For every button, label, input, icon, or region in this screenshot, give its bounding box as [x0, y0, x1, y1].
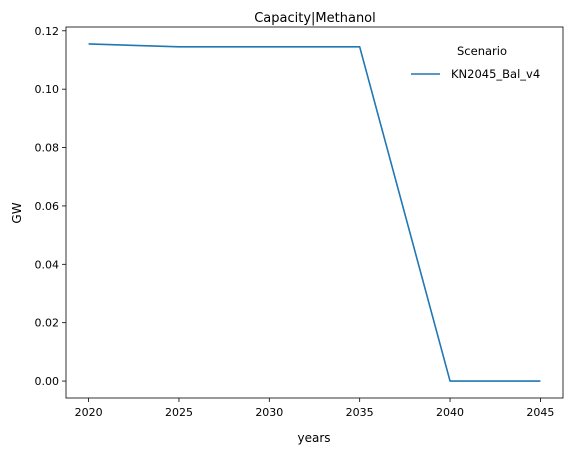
- y-tick-label: 0.10: [35, 83, 60, 96]
- legend: Scenario KN2045_Bal_v4: [411, 44, 540, 81]
- x-tick-label: 2040: [436, 406, 464, 419]
- x-tick-label: 2030: [255, 406, 283, 419]
- x-axis-label: years: [297, 431, 330, 445]
- y-tick-label: 0.04: [35, 258, 60, 271]
- legend-title: Scenario: [457, 44, 507, 58]
- plot-area: [65, 26, 564, 399]
- x-tick-label: 2035: [346, 406, 374, 419]
- series-line-1: [88, 43, 541, 382]
- x-axis: 2020 2025 2030 2035 2040 2045: [75, 398, 554, 419]
- y-tick-label: 0.12: [35, 25, 60, 38]
- y-tick-label: 0.08: [35, 142, 60, 155]
- series-group: [88, 43, 541, 382]
- x-tick-label: 2020: [75, 406, 103, 419]
- x-tick-label: 2045: [526, 406, 554, 419]
- x-tick-label: 2025: [165, 406, 193, 419]
- y-tick-label: 0.00: [35, 375, 60, 388]
- y-axis: 0.00 0.02 0.04 0.06 0.08 0.10 0.12: [35, 25, 66, 388]
- y-axis-label: GW: [10, 202, 24, 223]
- y-tick-label: 0.02: [35, 317, 60, 330]
- legend-entry-series-1: KN2045_Bal_v4: [451, 67, 540, 81]
- y-tick-label: 0.06: [35, 200, 60, 213]
- chart-title: Capacity|Methanol: [254, 11, 376, 26]
